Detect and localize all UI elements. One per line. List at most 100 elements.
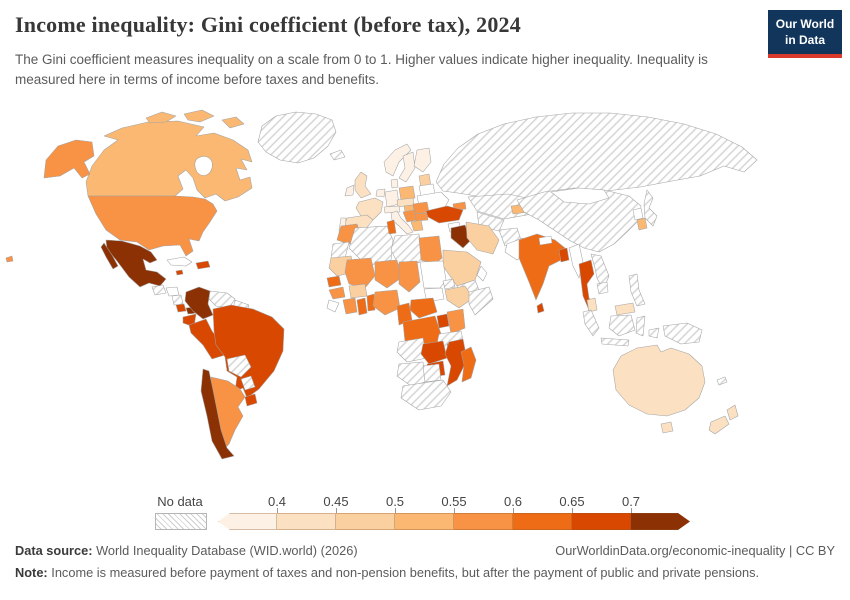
legend-bin-4[interactable]: [395, 513, 454, 530]
country-uruguay[interactable]: [244, 393, 258, 407]
country-ireland[interactable]: [344, 184, 355, 197]
country-sri-lanka[interactable]: [536, 302, 545, 314]
country-alaska[interactable]: [43, 139, 95, 179]
country-somalia[interactable]: [468, 286, 494, 316]
country-tunisia[interactable]: [386, 219, 397, 235]
country-bulgaria[interactable]: [414, 212, 429, 222]
country-nicaragua[interactable]: [171, 294, 184, 306]
country-tasmania[interactable]: [660, 421, 674, 434]
country-usa[interactable]: [87, 195, 218, 257]
country-france[interactable]: [355, 197, 384, 221]
country-south-africa[interactable]: [400, 379, 452, 411]
country-zambia[interactable]: [420, 340, 448, 365]
country-sumatra[interactable]: [582, 309, 600, 337]
country-niger[interactable]: [374, 259, 402, 289]
country-colombia[interactable]: [184, 286, 214, 320]
country-greenland[interactable]: [257, 111, 337, 164]
country-sudan[interactable]: [419, 260, 447, 289]
country-cuba[interactable]: [166, 256, 193, 267]
country-cambodia[interactable]: [596, 281, 609, 295]
legend-bin-8[interactable]: [631, 513, 690, 530]
country-algeria[interactable]: [348, 225, 394, 267]
country-lesser-sunda[interactable]: [648, 327, 660, 339]
country-north-korea[interactable]: [632, 207, 644, 221]
country-japan[interactable]: [643, 189, 658, 227]
country-madagascar[interactable]: [460, 346, 477, 383]
country-jamaica[interactable]: [175, 269, 184, 276]
country-hawaii[interactable]: [5, 255, 14, 263]
country-sulawesi[interactable]: [635, 315, 646, 337]
country-mongolia[interactable]: [550, 187, 610, 205]
country-paraguay[interactable]: [240, 375, 256, 391]
country-honduras[interactable]: [165, 286, 180, 297]
country-kenya[interactable]: [446, 308, 466, 335]
country-balkans[interactable]: [402, 209, 418, 223]
country-mexico-baja[interactable]: [100, 242, 119, 270]
country-canada-arctic-2[interactable]: [183, 109, 215, 123]
country-mozambique[interactable]: [444, 338, 468, 387]
country-guatemala[interactable]: [151, 284, 167, 296]
legend-bin-6[interactable]: [513, 513, 572, 530]
country-central-african-republic[interactable]: [409, 297, 438, 319]
country-hispaniola[interactable]: [195, 260, 211, 270]
country-western-sahara[interactable]: [330, 241, 350, 259]
legend-bin-1[interactable]: [218, 513, 277, 530]
country-nepal[interactable]: [538, 235, 553, 246]
country-mexico[interactable]: [105, 239, 167, 288]
country-senegal[interactable]: [326, 275, 342, 288]
country-new-caledonia[interactable]: [716, 376, 728, 386]
legend-bin-5[interactable]: [454, 513, 513, 530]
country-canada-arctic-1[interactable]: [145, 111, 177, 124]
country-iraq[interactable]: [450, 224, 472, 249]
country-egypt[interactable]: [418, 235, 443, 265]
country-costa-rica[interactable]: [175, 303, 187, 313]
country-namibia[interactable]: [396, 361, 426, 387]
country-malaysia-borneo[interactable]: [614, 302, 636, 316]
legend-bin-2[interactable]: [277, 513, 336, 530]
country-new-zealand-north[interactable]: [726, 404, 739, 421]
country-sweden[interactable]: [398, 151, 416, 183]
no-data-swatch[interactable]: [155, 513, 207, 530]
country-ethiopia[interactable]: [444, 285, 474, 309]
country-chile[interactable]: [200, 368, 235, 460]
country-philippines[interactable]: [628, 273, 646, 307]
country-germany[interactable]: [384, 189, 400, 208]
country-australia[interactable]: [612, 344, 706, 417]
country-finland[interactable]: [413, 147, 432, 173]
owid-url-link[interactable]: OurWorldinData.org/economic-inequality |…: [555, 543, 835, 558]
country-new-guinea[interactable]: [662, 322, 703, 345]
country-botswana[interactable]: [422, 363, 442, 383]
country-oman[interactable]: [476, 265, 488, 282]
country-greece[interactable]: [410, 219, 424, 232]
country-uk[interactable]: [354, 171, 372, 199]
country-south-korea[interactable]: [636, 217, 648, 231]
country-benelux[interactable]: [375, 188, 386, 198]
country-denmark[interactable]: [390, 178, 399, 189]
country-new-zealand-south[interactable]: [708, 415, 730, 435]
country-chad[interactable]: [398, 260, 421, 293]
legend-bin-7[interactable]: [572, 513, 631, 530]
country-burkina-faso[interactable]: [348, 283, 368, 299]
country-bangladesh[interactable]: [558, 247, 570, 263]
country-cote-divoire[interactable]: [342, 297, 358, 315]
country-iceland[interactable]: [329, 149, 346, 161]
country-poland[interactable]: [398, 185, 416, 201]
country-nigeria[interactable]: [372, 289, 401, 316]
country-turkey[interactable]: [425, 205, 464, 224]
country-bolivia[interactable]: [226, 354, 252, 378]
country-cameroon[interactable]: [396, 302, 413, 326]
country-angola[interactable]: [396, 337, 428, 363]
country-guinea[interactable]: [328, 286, 346, 300]
country-iran[interactable]: [465, 221, 500, 255]
country-canada[interactable]: [85, 120, 253, 202]
country-togo-benin[interactable]: [366, 293, 376, 312]
country-ghana[interactable]: [356, 297, 368, 316]
country-malaysia[interactable]: [586, 297, 598, 313]
country-sierra-leone-liberia[interactable]: [326, 299, 340, 313]
country-canada-arctic-3[interactable]: [221, 116, 245, 129]
legend-bin-3[interactable]: [336, 513, 395, 530]
country-java[interactable]: [600, 337, 630, 347]
country-russia[interactable]: [435, 112, 758, 202]
country-mali[interactable]: [344, 257, 376, 289]
country-uganda[interactable]: [436, 313, 450, 329]
